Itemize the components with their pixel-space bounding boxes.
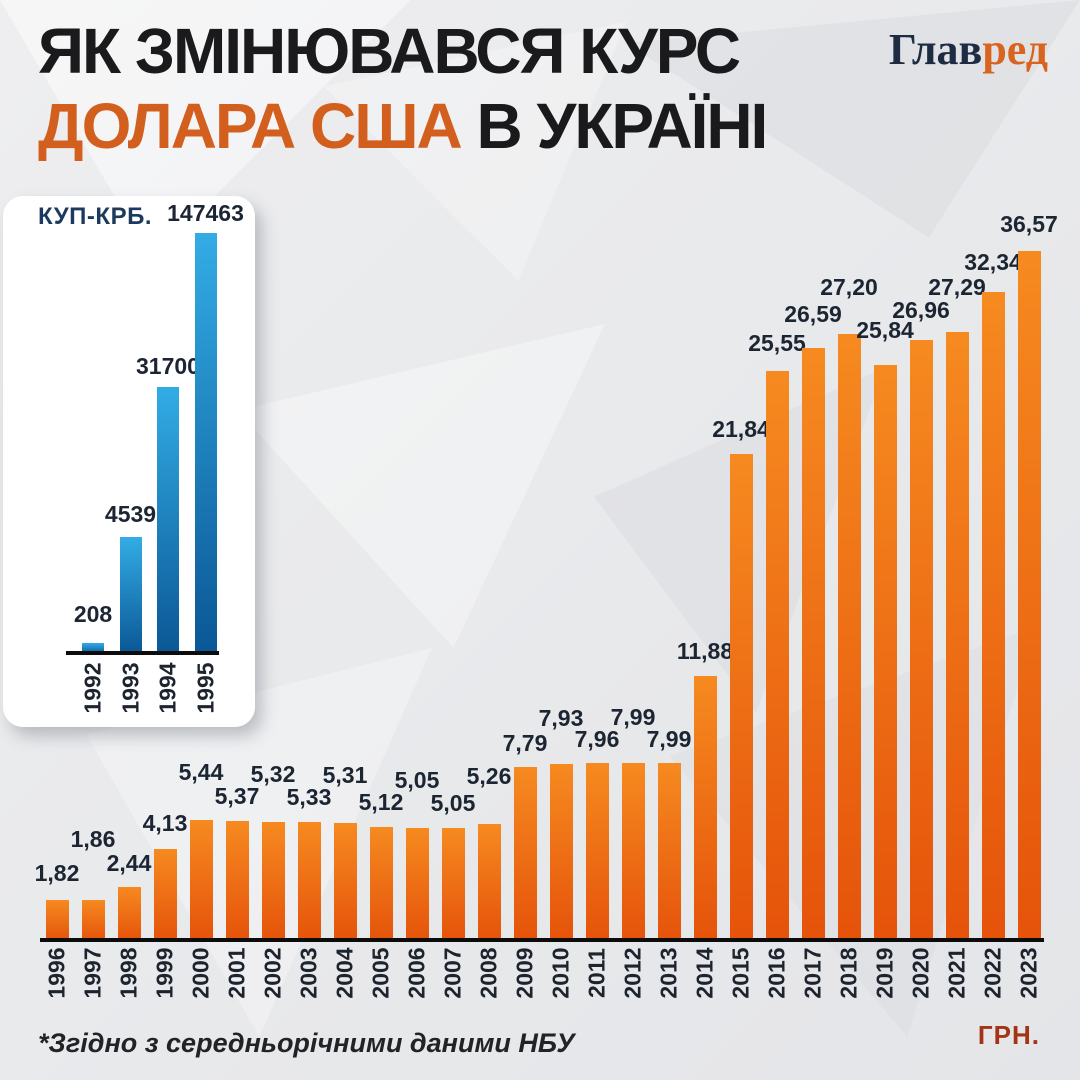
value-label-2023: 36,57 xyxy=(1000,211,1058,237)
bar-2011 xyxy=(585,763,609,941)
year-label-2021: 2021 xyxy=(943,947,970,999)
year-label-2023: 2023 xyxy=(1015,947,1042,999)
value-label-1998: 2,44 xyxy=(106,850,152,876)
year-label-2015: 2015 xyxy=(727,947,754,999)
year-label-2022: 2022 xyxy=(979,947,1006,999)
value-label-2013: 7,99 xyxy=(646,726,692,752)
year-label-2002: 2002 xyxy=(259,947,286,999)
title-line-2-rest: В УКРАЇНІ xyxy=(460,90,769,162)
year-label-2004: 2004 xyxy=(331,947,358,999)
value-label-2021: 27,29 xyxy=(928,274,986,300)
year-label-2000: 2000 xyxy=(187,947,214,999)
value-label-2011: 7,96 xyxy=(574,726,620,752)
year-label-2008: 2008 xyxy=(475,947,502,999)
bar-2003 xyxy=(297,822,321,941)
year-label-2001: 2001 xyxy=(223,947,250,999)
value-label-2022: 32,34 xyxy=(964,249,1022,275)
year-label-2007: 2007 xyxy=(439,947,466,999)
value-label-2001: 5,37 xyxy=(214,783,260,809)
value-label-2020: 26,96 xyxy=(892,297,950,323)
value-label-1997: 1,86 xyxy=(70,826,116,852)
value-label-2007: 5,05 xyxy=(430,790,476,816)
year-label-2006: 2006 xyxy=(403,947,430,999)
inset-chart-title: КУП-КРБ. xyxy=(38,203,152,230)
value-label-2017: 26,59 xyxy=(784,301,842,327)
bar-2000 xyxy=(189,820,213,941)
bar-2022 xyxy=(981,292,1005,941)
year-label-2016: 2016 xyxy=(763,947,790,999)
year-label-2009: 2009 xyxy=(511,947,538,999)
bar-2001 xyxy=(225,821,249,941)
year-label-2017: 2017 xyxy=(799,947,826,999)
bar-2006 xyxy=(405,828,429,941)
bar-2014 xyxy=(693,676,717,941)
value-label-2006: 5,05 xyxy=(394,767,440,793)
value-label-2000: 5,44 xyxy=(178,759,224,785)
year-label-1999: 1999 xyxy=(151,947,178,999)
value-label-2005: 5,12 xyxy=(358,789,404,815)
bar-2009 xyxy=(513,767,537,941)
value-label-2016: 25,55 xyxy=(748,330,806,356)
value-label-1999: 4,13 xyxy=(142,810,188,836)
year-label-1997: 1997 xyxy=(79,947,106,999)
bar-2005 xyxy=(369,827,393,941)
bar-2013 xyxy=(657,763,681,941)
bar-1998 xyxy=(117,887,141,941)
page-title: ЯК ЗМІНЮВАВСЯ КУРС ДОЛАРА США В УКРАЇНІ xyxy=(38,14,769,164)
bar-1996 xyxy=(45,900,69,941)
title-line-2-orange: ДОЛАРА США xyxy=(38,90,463,162)
year-label-2018: 2018 xyxy=(835,947,862,999)
value-label-2004: 5,31 xyxy=(322,762,368,788)
bar-2004 xyxy=(333,823,357,941)
bar-2019 xyxy=(873,365,897,941)
title-line-1: ЯК ЗМІНЮВАВСЯ КУРС xyxy=(38,14,766,89)
bar-2010 xyxy=(549,764,573,941)
source-footnote: *Згідно з середньорічними даними НБУ xyxy=(38,1028,575,1058)
value-label-2008: 5,26 xyxy=(466,763,512,789)
value-label-1996: 1,82 xyxy=(34,860,80,886)
year-label-2010: 2010 xyxy=(547,947,574,999)
value-label-2018: 27,20 xyxy=(820,274,878,300)
bar-2023 xyxy=(1017,251,1041,941)
year-label-2020: 2020 xyxy=(907,947,934,999)
title-line-1-text: ЯК ЗМІНЮВАВСЯ КУРС xyxy=(38,15,741,87)
year-label-2014: 2014 xyxy=(691,947,718,999)
year-label-1996: 1996 xyxy=(43,947,70,999)
bar-2016 xyxy=(765,371,789,941)
value-label-2019: 25,84 xyxy=(856,317,914,343)
value-label-2003: 5,33 xyxy=(286,784,332,810)
value-label-2002: 5,32 xyxy=(250,761,296,787)
value-label-2012: 7,99 xyxy=(610,704,656,730)
value-label-2014: 11,88 xyxy=(676,638,734,664)
bar-2021 xyxy=(945,332,969,941)
year-label-2011: 2011 xyxy=(583,948,610,998)
value-label-2009: 7,79 xyxy=(502,730,548,756)
bar-2015 xyxy=(729,454,753,941)
bar-2017 xyxy=(801,348,825,941)
bar-1997 xyxy=(81,900,105,941)
title-line-2: ДОЛАРА США В УКРАЇНІ xyxy=(38,89,769,164)
logo-part-orange: ред xyxy=(982,25,1048,74)
bar-2002 xyxy=(261,822,285,941)
year-label-2005: 2005 xyxy=(367,947,394,999)
bar-2020 xyxy=(909,340,933,941)
year-label-2013: 2013 xyxy=(655,947,682,999)
year-label-2012: 2012 xyxy=(619,947,646,999)
bar-2018 xyxy=(837,334,861,941)
value-label-2015: 21,84 xyxy=(712,416,770,442)
bar-2012 xyxy=(621,763,645,941)
bar-1999 xyxy=(153,849,177,941)
bar-2007 xyxy=(441,828,465,941)
year-label-2019: 2019 xyxy=(871,947,898,999)
value-label-2010: 7,93 xyxy=(538,705,584,731)
glavred-logo: Главред xyxy=(889,24,1048,75)
inset-chart-card xyxy=(3,196,255,727)
year-label-2003: 2003 xyxy=(295,947,322,999)
currency-unit-label: ГРН. xyxy=(977,1020,1040,1050)
logo-part-dark: Глав xyxy=(888,25,983,74)
bar-2008 xyxy=(477,824,501,941)
year-label-1998: 1998 xyxy=(115,947,142,999)
baseline-axis-main xyxy=(40,938,1044,942)
